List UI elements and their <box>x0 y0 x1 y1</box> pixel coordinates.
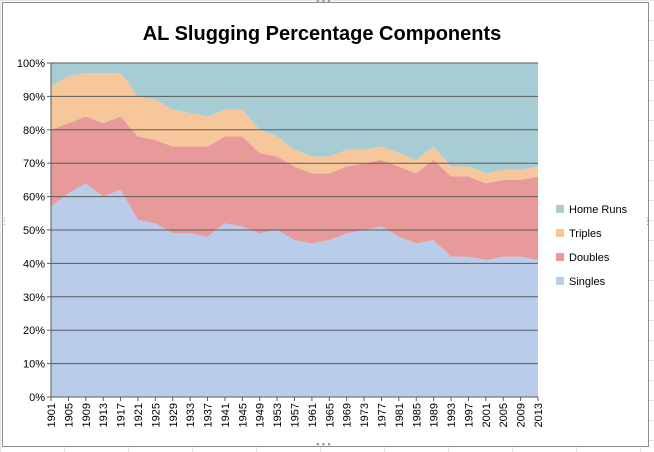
x-tick-label: 1977 <box>376 403 388 427</box>
x-tick-label: 2009 <box>516 403 528 427</box>
x-tick-label: 1969 <box>342 403 354 427</box>
legend: Home Runs Triples Doubles Singles <box>556 204 628 288</box>
x-tick-label: 1953 <box>272 403 284 427</box>
x-tick-label: 1957 <box>290 403 302 427</box>
y-tick-label: 0% <box>29 392 45 404</box>
x-tick-label: 1941 <box>220 403 232 427</box>
x-axis: 1901 1905 1909 1913 1917 1921 1925 1929 1933 1937… <box>46 396 545 427</box>
area-triples <box>51 73 538 184</box>
area-singles <box>51 183 538 397</box>
y-tick-label: 20% <box>23 325 45 337</box>
x-tick-label: 1901 <box>46 403 58 427</box>
x-tick-label: 1909 <box>81 403 93 427</box>
y-tick-label: 40% <box>23 258 45 270</box>
stacked-areas <box>51 63 538 397</box>
y-tick-label: 80% <box>23 125 45 137</box>
area-home-runs <box>51 63 538 174</box>
x-tick-label: 1961 <box>307 403 319 427</box>
y-tick-label: 90% <box>23 91 45 103</box>
x-tick-label: 1913 <box>98 403 110 427</box>
x-tick-label: 1929 <box>168 403 180 427</box>
legend-label: Singles <box>569 276 606 288</box>
legend-swatch <box>556 229 564 237</box>
x-tick-label: 2001 <box>481 403 493 427</box>
y-tick-label: 100% <box>17 58 45 70</box>
y-tick-label: 10% <box>23 359 45 371</box>
legend-swatch <box>556 253 564 261</box>
x-tick-label: 1937 <box>203 403 215 427</box>
x-tick-label: 1905 <box>63 403 75 427</box>
x-tick-label: 1949 <box>255 403 267 427</box>
x-tick-label: 1965 <box>324 403 336 427</box>
y-axis: 0% 10% 20% 30% 40% 50% 60% 70% 80% 90% 100% <box>17 58 52 404</box>
resize-handle-top-icon[interactable]: ∙∙∙ <box>315 0 332 7</box>
legend-swatch <box>556 277 564 285</box>
legend-label: Doubles <box>569 252 610 264</box>
x-tick-label: 1985 <box>411 403 423 427</box>
x-tick-label: 1973 <box>359 403 371 427</box>
x-tick-label: 2013 <box>533 403 545 427</box>
legend-label: Triples <box>569 228 602 240</box>
x-tick-label: 1945 <box>237 403 249 427</box>
x-tick-label: 1925 <box>150 403 162 427</box>
area-doubles <box>51 116 538 261</box>
resize-handle-bottom-icon[interactable]: ∙∙∙ <box>315 440 332 450</box>
x-tick-label: 1921 <box>133 403 145 427</box>
y-tick-label: 70% <box>23 158 45 170</box>
x-tick-label: 1933 <box>185 403 197 427</box>
resize-handle-left-icon[interactable]: ⋮ <box>0 217 9 227</box>
legend-label: Home Runs <box>569 204 628 216</box>
y-tick-label: 30% <box>23 292 45 304</box>
chart-title: AL Slugging Percentage Components <box>143 23 502 45</box>
y-tick-label: 50% <box>23 225 45 237</box>
x-tick-label: 1989 <box>429 403 441 427</box>
x-tick-label: 1981 <box>394 403 406 427</box>
x-tick-label: 1993 <box>446 403 458 427</box>
resize-handle-right-icon[interactable]: ⋮ <box>643 217 652 227</box>
x-tick-label: 1917 <box>116 403 128 427</box>
x-tick-label: 2005 <box>498 403 510 427</box>
legend-swatch <box>556 205 564 213</box>
y-tick-label: 60% <box>23 192 45 204</box>
x-tick-label: 1997 <box>463 403 475 427</box>
